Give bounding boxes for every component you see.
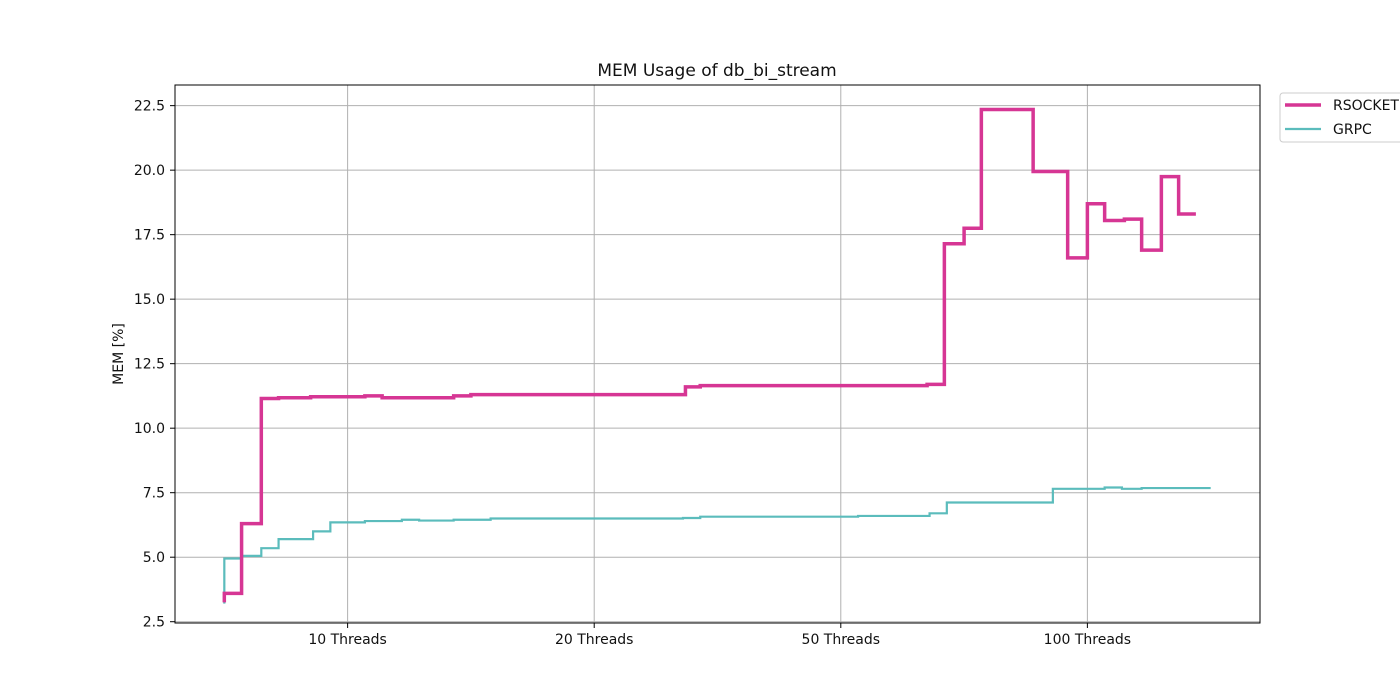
y-tick-label: 17.5 [134,228,165,244]
legend-label-grpc: GRPC [1333,122,1372,138]
x-tick-label: 20 Threads [555,632,634,648]
x-tick-label: 100 Threads [1044,632,1131,648]
y-tick-label: 7.5 [143,486,165,502]
series-layer [222,107,1211,604]
y-tick-label: 22.5 [134,99,165,115]
y-tick-label: 20.0 [134,163,165,179]
y-tick-label: 5.0 [143,550,165,566]
y-axis-label: MEM [%] [111,323,127,385]
x-tick-label: 50 Threads [802,632,881,648]
legend: RSOCKET GRPC [1279,92,1400,143]
plot-frame [174,84,1261,624]
y-tick-label: 10.0 [134,421,165,437]
x-tick-label: 10 Threads [308,632,387,648]
y-tick-label: 2.5 [143,615,165,631]
series-line-rsocket [222,107,1196,603]
grid [175,85,1260,623]
y-tick-label: 12.5 [134,357,165,373]
x-axis: 10 Threads 20 Threads 50 Threads 100 Thread… [308,623,1131,648]
y-axis: 2.5 5.0 7.5 10.0 12.5 15.0 17.5 20.0 22.5 [134,99,175,631]
series-line-grpc [223,486,1211,604]
chart-title: MEM Usage of db_bi_stream [597,61,836,81]
legend-label-rsocket: RSOCKET [1333,98,1399,114]
y-tick-label: 15.0 [134,292,165,308]
